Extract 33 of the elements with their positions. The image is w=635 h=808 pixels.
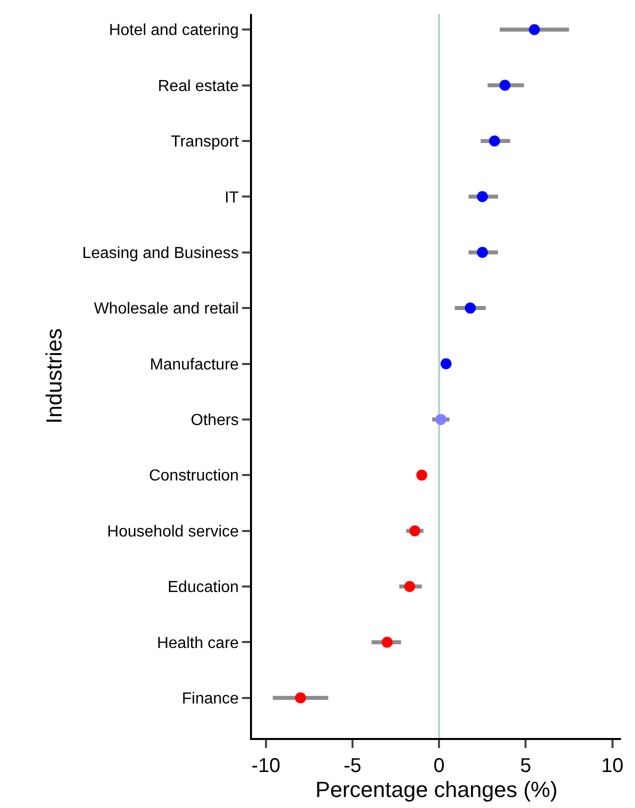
y-tick-label: Education — [168, 579, 239, 596]
y-tick-label: Health care — [156, 634, 239, 652]
point — [440, 358, 452, 370]
x-tick-label: -10 — [251, 755, 280, 777]
point — [464, 302, 476, 314]
x-tick-label: 0 — [434, 755, 445, 777]
x-tick-label: 10 — [601, 755, 624, 777]
x-tick-label: -5 — [344, 755, 362, 777]
x-tick-label: 5 — [520, 755, 532, 777]
y-tick-label: Transport — [170, 134, 240, 151]
point — [476, 246, 488, 258]
y-tick-label: Leasing and Business — [82, 244, 239, 262]
y-tick-label: Construction — [148, 468, 239, 485]
point — [416, 470, 428, 481]
point — [382, 636, 393, 648]
point — [489, 135, 500, 146]
y-tick-label: Real estate — [158, 78, 239, 95]
y-axis-title: Industries — [42, 328, 67, 424]
y-tick-label: Finance — [182, 690, 239, 708]
y-tick-label: Others — [190, 412, 239, 430]
y-tick-label: Manufacture — [150, 356, 239, 374]
point — [295, 692, 306, 704]
point — [528, 24, 540, 36]
point — [409, 525, 420, 536]
y-tick-label: Household service — [107, 523, 239, 540]
y-tick-label: IT — [224, 189, 240, 206]
point — [476, 191, 488, 202]
y-tick-label: Hotel and catering — [108, 22, 239, 40]
y-tick-label: Wholesale and retail — [94, 300, 239, 318]
x-axis-title: Percentage changes (%) — [315, 777, 558, 802]
point — [435, 414, 446, 425]
point — [499, 80, 510, 91]
point — [404, 581, 416, 592]
